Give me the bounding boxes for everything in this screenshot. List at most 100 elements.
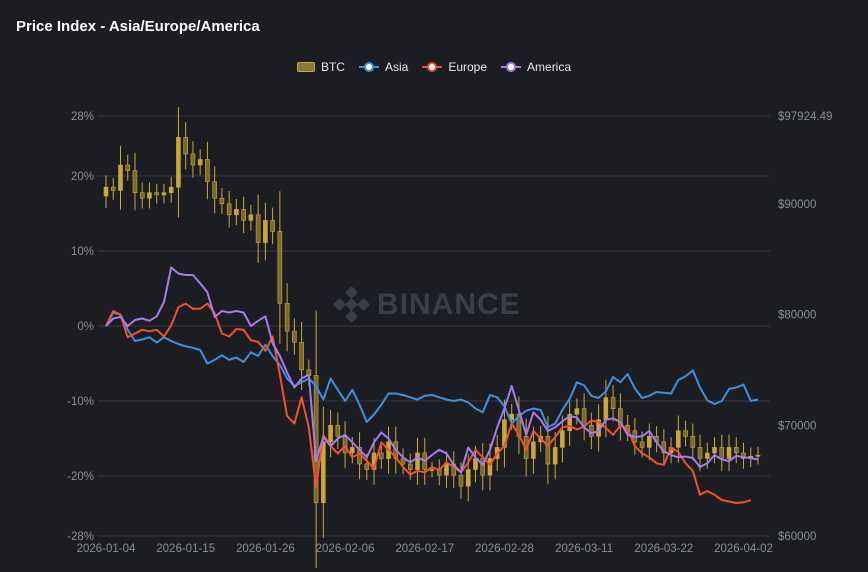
x-tick-label: 2026-02-06 <box>316 543 375 555</box>
y-tick-label: 20% <box>71 171 94 183</box>
candle-body <box>487 458 493 476</box>
legend-item-america[interactable]: America <box>501 60 571 74</box>
x-axis: 2026-01-04 2026-01-15 2026-01-26 2026-02-06… <box>77 543 773 555</box>
x-tick-label: 2026-04-02 <box>714 543 773 555</box>
candle-body <box>299 341 304 371</box>
candle-body <box>292 330 297 343</box>
candle-body <box>248 214 254 221</box>
line-swatch-icon <box>501 62 522 72</box>
candle-body <box>567 413 572 432</box>
x-tick-label: 2026-01-04 <box>77 543 136 555</box>
candle-body <box>581 408 587 426</box>
candle-body <box>690 436 696 448</box>
candle-body <box>741 452 746 459</box>
y-right-tick-label: $97924.49 <box>778 111 832 123</box>
candle-body <box>176 137 181 188</box>
series-line-europe[interactable] <box>105 302 752 504</box>
candle-body <box>610 397 616 409</box>
candle-body <box>458 474 464 487</box>
candle-body <box>429 469 435 471</box>
candle-body <box>147 192 152 199</box>
candle-body <box>704 452 710 459</box>
legend: BTC Asia Europe America <box>0 60 868 74</box>
candle-body <box>168 186 174 193</box>
candle-body <box>350 447 355 454</box>
x-tick-label: 2026-01-15 <box>156 543 215 555</box>
candle-body <box>118 164 123 191</box>
y-tick-label: 10% <box>71 246 94 258</box>
chart-title: Price Index - Asia/Europe/America <box>16 18 260 35</box>
candle-body <box>364 463 370 470</box>
candle-body <box>444 463 449 476</box>
candle-body <box>574 408 580 415</box>
candle-body <box>263 220 268 243</box>
candle-body <box>139 192 145 199</box>
candle-body <box>103 186 109 197</box>
candlestick-swatch-icon <box>296 62 315 72</box>
line-swatch-icon <box>422 62 443 72</box>
candle-body <box>212 181 217 199</box>
candle-body <box>342 436 348 454</box>
candle-body <box>226 203 232 216</box>
candle-body <box>154 192 160 196</box>
candle-body <box>726 447 732 459</box>
y-tick-label: 0% <box>77 321 94 333</box>
x-tick-label: 2026-01-26 <box>236 543 295 555</box>
legend-label-asia: Asia <box>384 60 409 74</box>
x-tick-label: 2026-02-28 <box>475 543 534 555</box>
candle-body <box>241 208 246 221</box>
candle-body <box>335 424 341 437</box>
y-tick-label: -20% <box>67 471 94 483</box>
candle-body <box>415 452 420 470</box>
candle-body <box>697 447 703 459</box>
legend-item-btc[interactable]: BTC <box>296 60 345 74</box>
series-line-asia[interactable] <box>105 311 759 429</box>
candle-body <box>270 220 275 232</box>
candle-body <box>603 397 609 421</box>
candle-body <box>712 447 717 454</box>
legend-item-europe[interactable]: Europe <box>422 60 487 74</box>
candle-body <box>255 214 261 243</box>
y-tick-label: -28% <box>67 531 94 543</box>
candle-body <box>234 208 239 216</box>
candle-body <box>328 424 333 443</box>
candle-body <box>125 164 131 171</box>
candle-body <box>407 463 413 470</box>
candle-body <box>647 436 652 448</box>
candle-body <box>110 186 116 191</box>
candle-body <box>502 419 507 448</box>
candle-body <box>284 303 290 332</box>
candle-body <box>683 430 688 437</box>
candle-body <box>719 447 725 459</box>
y-right-tick-label: $70000 <box>778 420 816 432</box>
right-axis: $97924.49 $90000 $80000 $70000 $60000 <box>778 111 832 543</box>
grid <box>98 115 770 537</box>
candle-body <box>219 197 225 205</box>
candle-body <box>132 170 138 193</box>
candle-body <box>277 231 283 304</box>
btc-candlesticks <box>103 107 761 568</box>
y-right-tick-label: $90000 <box>778 199 816 211</box>
candle-body <box>197 159 203 166</box>
series-lines <box>105 266 759 504</box>
legend-item-asia[interactable]: Asia <box>358 60 409 74</box>
y-right-tick-label: $80000 <box>778 310 816 322</box>
legend-label-btc: BTC <box>320 60 345 74</box>
x-tick-label: 2026-02-17 <box>395 543 454 555</box>
line-swatch-icon <box>358 62 379 72</box>
candle-body <box>755 454 761 457</box>
candle-body <box>733 447 739 454</box>
candle-body <box>465 469 471 487</box>
candle-body <box>531 441 536 459</box>
candle-body <box>589 424 594 437</box>
candle-body <box>161 192 167 196</box>
legend-label-europe: Europe <box>448 60 488 74</box>
candle-body <box>205 159 210 182</box>
series-line-america[interactable] <box>105 266 759 474</box>
candle-body <box>639 441 645 448</box>
x-tick-label: 2026-03-22 <box>634 543 693 555</box>
candle-body <box>183 137 188 155</box>
candle-body <box>676 430 681 448</box>
candle-body <box>545 436 551 465</box>
